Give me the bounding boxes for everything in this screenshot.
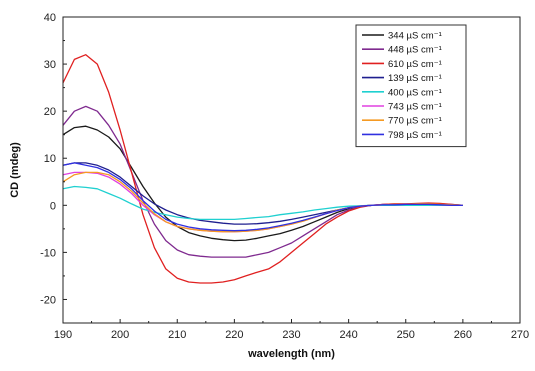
legend-label-5: 743 µS cm⁻¹ [388,102,442,113]
y-tick-label: -10 [40,247,56,259]
y-tick-label: 20 [44,106,56,118]
legend-label-6: 770 µS cm⁻¹ [388,116,442,127]
x-tick-label: 230 [282,329,300,341]
x-tick-label: 200 [111,329,129,341]
x-tick-label: 190 [54,329,72,341]
series-line-3 [62,162,463,225]
legend-label-4: 400 µS cm⁻¹ [388,87,442,98]
legend-box [355,24,467,148]
legend-label-3: 139 µS cm⁻¹ [388,73,442,84]
legend-label-7: 798 µS cm⁻¹ [388,130,442,141]
y-tick-label: 0 [50,200,56,212]
y-axis-title: CD (mdeg) [9,142,21,198]
x-tick-label: 210 [168,329,186,341]
x-tick-label: 260 [454,329,472,341]
x-tick-label: 250 [397,329,415,341]
legend-label-2: 610 µS cm⁻¹ [388,59,442,70]
x-tick-label: 220 [225,329,243,341]
series-layer [62,54,463,284]
y-tick-label: 10 [44,153,56,165]
series-line-4 [62,185,463,221]
y-tick-label: 40 [44,12,56,24]
axes-layer: 190 200 210 220 230 240 250 260 270 -20 -10 0 10 20 30… [40,12,529,341]
x-axis-title: wavelength (nm) [247,348,335,360]
x-tick-label: 270 [511,329,529,341]
legend: 344 µS cm⁻¹ 448 µS cm⁻¹ 610 µS cm⁻¹ 139 µS … [355,24,467,148]
series-line-7 [62,162,463,232]
y-tick-label: -20 [40,294,56,306]
x-tick-label: 240 [339,329,357,341]
y-tick-label: 30 [44,59,56,71]
legend-label-1: 448 µS cm⁻¹ [388,45,442,56]
legend-label-0: 344 µS cm⁻¹ [388,31,442,42]
